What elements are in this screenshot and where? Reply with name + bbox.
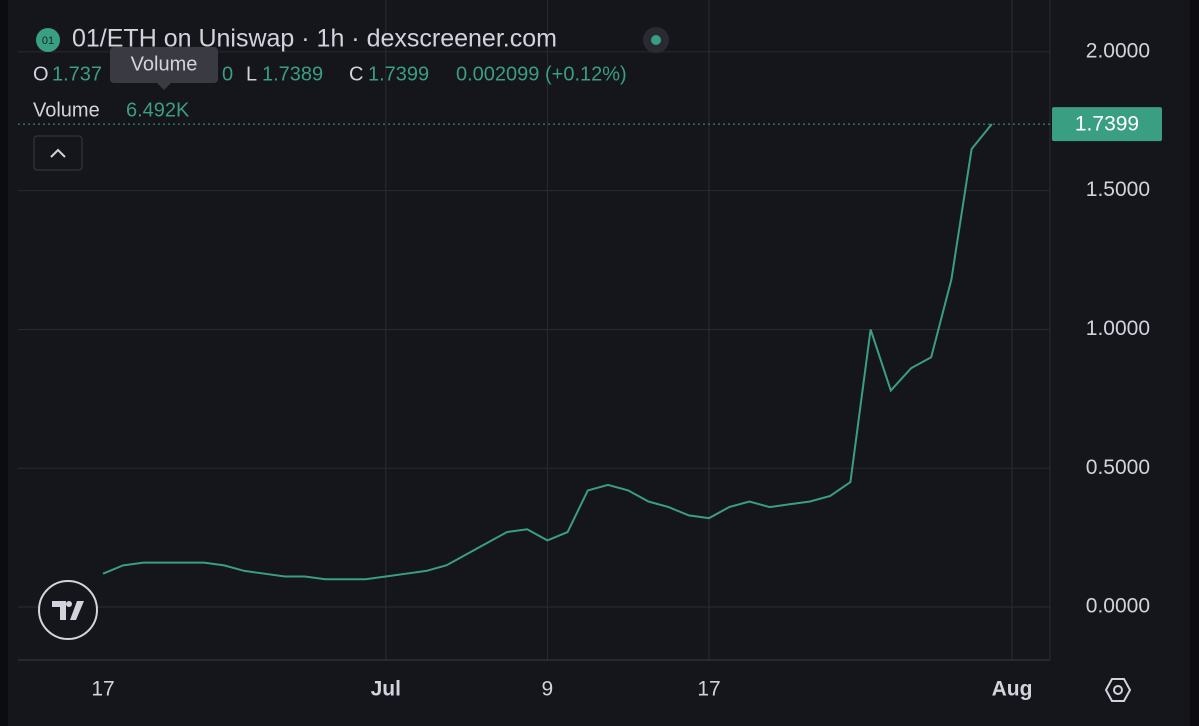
- grid: [18, 0, 1050, 660]
- y-tick-label: 0.0000: [1086, 595, 1150, 618]
- y-tick-label: 0.5000: [1086, 456, 1150, 479]
- logo-dot: [66, 601, 72, 607]
- settings-icon-center: [1113, 685, 1123, 695]
- volume-value: 6.492K: [126, 99, 190, 121]
- collapse-button[interactable]: [33, 135, 83, 171]
- badge: [36, 28, 60, 52]
- ohlc-value: 0: [222, 63, 233, 85]
- x-tick-label: 17: [91, 678, 114, 701]
- ohlc-value: 1.737: [52, 63, 102, 85]
- price-line: [102, 123, 993, 581]
- ohlc-key: C: [349, 63, 363, 85]
- x-tick-label: 17: [697, 678, 720, 701]
- volume-label: Volume: [33, 99, 100, 121]
- last-price-label: 1.7399: [1075, 113, 1139, 136]
- ohlc-key: O: [33, 63, 49, 85]
- tooltip-text: Volume: [131, 53, 198, 75]
- x-tick-label: 9: [542, 678, 554, 701]
- y-tick-label: 1.5000: [1086, 178, 1150, 201]
- collapse-icon: [50, 148, 66, 158]
- logo: [38, 580, 98, 640]
- ohlc-row: O 1.737 0 L 1.7389 C 1.7399 0.002099 (+0…: [33, 63, 627, 85]
- ohlc-key: L: [246, 63, 257, 85]
- x-tick-label: Aug: [992, 678, 1033, 701]
- ohlc-change: 0.002099 (+0.12%): [456, 63, 627, 85]
- badge-text: 01: [42, 35, 54, 47]
- plot: [102, 123, 993, 581]
- x-tick-label: Jul: [371, 678, 401, 701]
- ohlc-value: 1.7389: [262, 63, 323, 85]
- last-price-box: [1052, 107, 1162, 142]
- side-strip: [0, 0, 8, 726]
- tooltip-arrow: [157, 83, 171, 90]
- side-strip: [1190, 0, 1199, 726]
- y-tick-label: 2.0000: [1086, 39, 1150, 62]
- y-tick-label: 1.0000: [1086, 317, 1150, 340]
- status-dot: [651, 35, 661, 45]
- ohlc-value: 1.7399: [368, 63, 429, 85]
- tooltip: [110, 47, 218, 83]
- logo-mark: [52, 601, 84, 620]
- settings-icon[interactable]: [1104, 678, 1132, 702]
